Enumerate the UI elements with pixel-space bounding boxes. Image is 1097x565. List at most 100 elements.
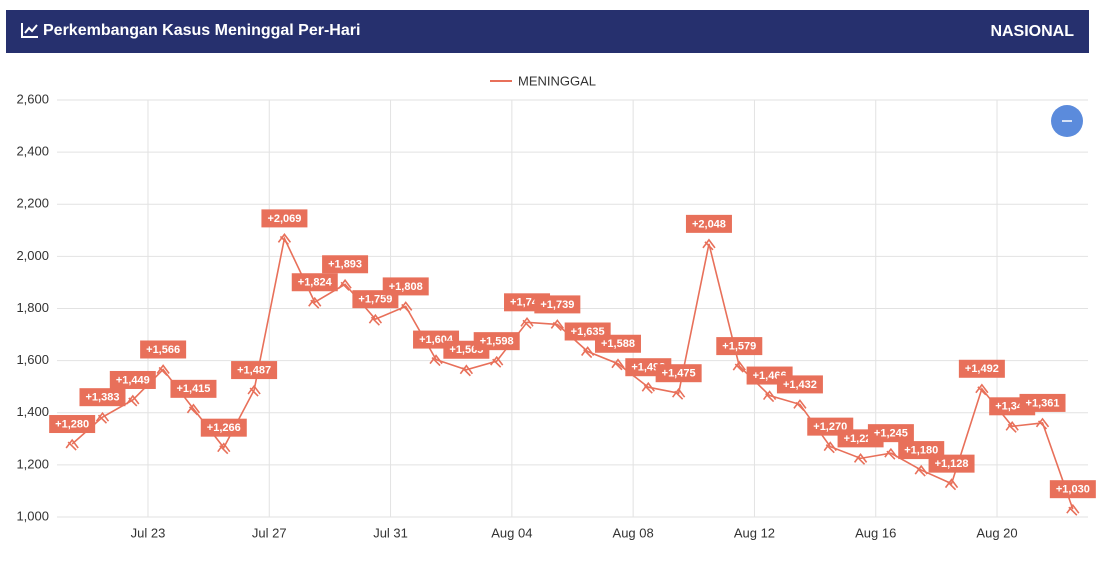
data-label-box (261, 209, 308, 228)
data-label-box (49, 415, 96, 434)
data-label-text: +1,598 (480, 336, 514, 348)
data-label-text: +2,048 (692, 218, 726, 230)
data-label-box (291, 273, 338, 292)
data-label: +1,128 (928, 454, 975, 473)
data-label: +1,415 (170, 379, 217, 398)
x-tick-label: Aug 20 (976, 525, 1017, 540)
point (975, 383, 989, 396)
data-label-text: +1,579 (722, 341, 756, 353)
data-label: +1,449 (109, 370, 156, 389)
data-label: +1,566 (140, 340, 187, 359)
point (186, 403, 201, 416)
point (884, 447, 898, 460)
data-label-box (776, 375, 823, 394)
point (702, 238, 716, 251)
data-label-box (534, 295, 581, 314)
data-label-text: +2,069 (267, 213, 301, 225)
point (914, 464, 928, 477)
point (490, 355, 504, 368)
point (277, 233, 292, 245)
point (399, 301, 413, 313)
x-tick-label: Jul 27 (252, 525, 287, 540)
point (550, 319, 564, 331)
chart-icon (21, 23, 38, 38)
point (217, 442, 231, 455)
data-label: +1,579 (716, 337, 763, 356)
data-label-text: +1,893 (328, 259, 362, 271)
data-label-text: +1,030 (1056, 484, 1090, 496)
data-label: +1,383 (79, 388, 126, 407)
data-label: +1,030 (1049, 480, 1096, 499)
y-tick-label: 2,600 (16, 91, 49, 106)
data-label-box (382, 277, 429, 296)
data-label: +1,808 (382, 277, 429, 296)
data-label-text: +1,487 (237, 364, 271, 376)
point (611, 358, 625, 371)
data-label-text: +1,383 (86, 392, 120, 404)
data-label: +1,487 (231, 361, 278, 380)
point (793, 399, 807, 411)
data-label-text: +1,475 (662, 368, 696, 380)
data-label-box (655, 364, 702, 383)
data-label: +1,739 (534, 295, 581, 314)
data-label: +1,361 (1019, 393, 1066, 412)
data-label-text: +1,449 (116, 374, 150, 386)
data-label-text: +1,824 (298, 277, 333, 289)
data-label: +1,432 (776, 375, 823, 394)
x-tick-label: Aug 12 (734, 525, 775, 540)
data-label-box (200, 418, 247, 437)
point (1035, 417, 1050, 430)
data-label-text: +1,128 (935, 458, 969, 470)
data-label-text: +1,432 (783, 379, 817, 391)
y-tick-label: 1,600 (16, 352, 49, 367)
point (368, 313, 383, 326)
data-label-box (594, 334, 641, 353)
data-label-text: +1,492 (965, 363, 999, 375)
point (156, 364, 170, 377)
data-label-box (231, 361, 278, 380)
point (65, 438, 79, 451)
data-label-text: +1,245 (874, 428, 908, 440)
data-label-text: +1,415 (176, 383, 210, 395)
data-label: +1,492 (958, 359, 1005, 378)
data-label-box (109, 370, 156, 389)
data-label-text: +1,180 (904, 444, 938, 456)
data-label: +1,893 (322, 255, 369, 274)
data-label-box (867, 424, 914, 443)
point (853, 453, 868, 465)
point (429, 354, 443, 367)
data-label-box (1019, 393, 1066, 412)
data-label-box (473, 332, 520, 351)
point (308, 296, 322, 309)
data-label-box (716, 337, 763, 356)
data-label: +1,245 (867, 424, 914, 443)
data-label-box (898, 441, 945, 460)
collapse-button[interactable] (1051, 105, 1083, 137)
data-label-box (170, 379, 217, 398)
header-bar (6, 10, 1089, 53)
point (1005, 420, 1019, 433)
point (520, 316, 534, 329)
data-label: +1,824 (291, 273, 338, 292)
data-label-box (685, 214, 732, 233)
data-label-text: +1,266 (207, 422, 241, 434)
point (762, 390, 777, 403)
point (944, 478, 959, 491)
data-label-text: +1,361 (1026, 397, 1060, 409)
data-label: +2,069 (261, 209, 308, 228)
data-label: +1,266 (200, 418, 247, 437)
data-label-text: +1,588 (601, 338, 635, 350)
header-region: NASIONAL (990, 23, 1074, 40)
point (1066, 503, 1080, 516)
data-label-text: +1,759 (358, 294, 392, 306)
x-tick-label: Jul 23 (131, 525, 166, 540)
data-label: +2,048 (685, 214, 732, 233)
point (732, 360, 746, 373)
data-label-text: +1,808 (389, 281, 423, 293)
x-tick-label: Aug 08 (613, 525, 654, 540)
y-tick-label: 2,200 (16, 196, 49, 211)
point (338, 278, 352, 291)
legend-label: MENINGGAL (518, 73, 596, 88)
y-tick-label: 1,400 (16, 404, 49, 419)
data-label: +1,475 (655, 364, 702, 383)
